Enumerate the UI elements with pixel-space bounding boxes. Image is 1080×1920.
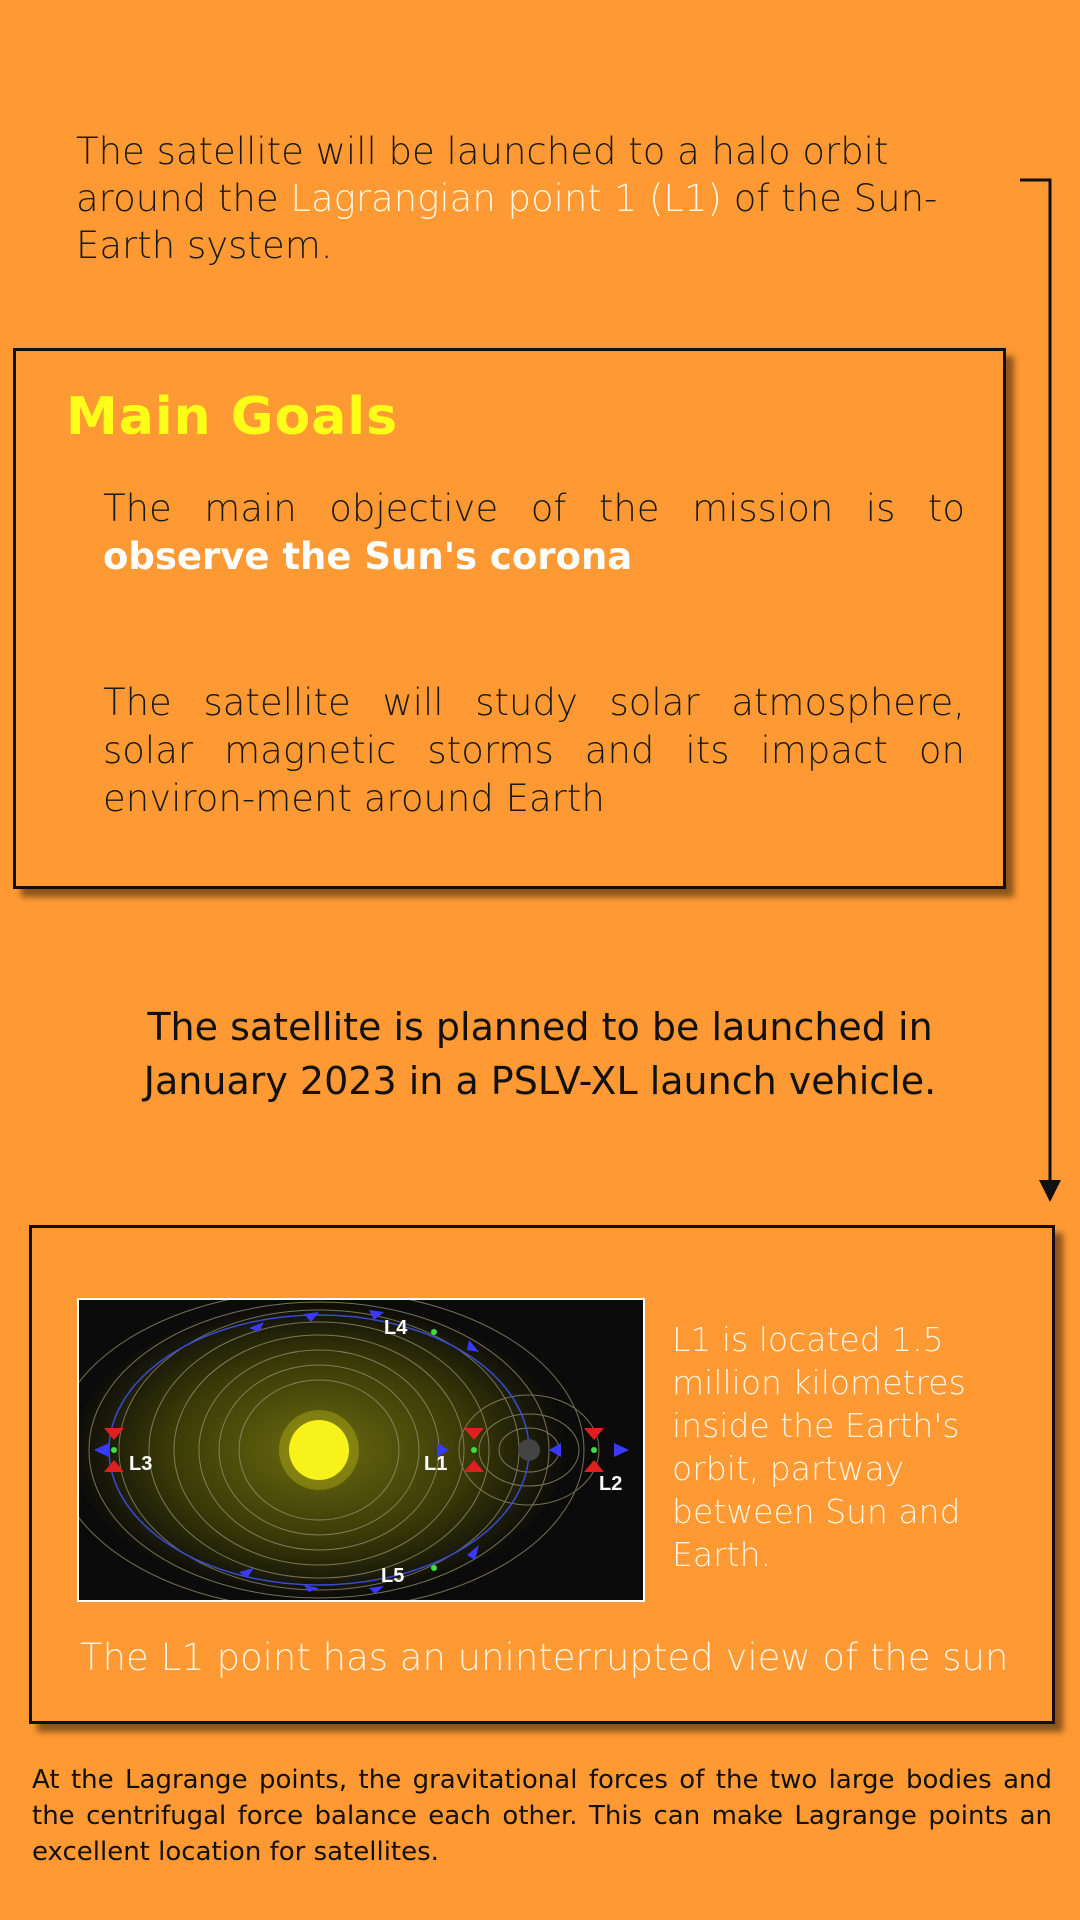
label-l4: L4 bbox=[384, 1317, 408, 1339]
label-l3: L3 bbox=[129, 1453, 152, 1475]
label-l1: L1 bbox=[424, 1453, 447, 1475]
objective-prefix: The main objective of the mission is to bbox=[103, 487, 965, 530]
l1-description: L1 is located 1.5 million kilometres ins… bbox=[672, 1320, 966, 1574]
objective-text: The main objective of the mission is to … bbox=[103, 485, 965, 581]
main-goals-box: Main Goals The main objective of the mis… bbox=[13, 348, 1006, 889]
sun-icon bbox=[289, 1420, 349, 1480]
lagrange-diagram: L4 L3 L1 L2 L5 bbox=[77, 1298, 645, 1602]
lagrange-box: L4 L3 L1 L2 L5 L1 is located 1.5 million… bbox=[29, 1225, 1055, 1724]
label-l2: L2 bbox=[599, 1473, 622, 1495]
footer-note: At the Lagrange points, the gravitationa… bbox=[32, 1765, 1052, 1867]
intro-text: The satellite will be launched to a halo… bbox=[76, 128, 1016, 269]
intro-text-end: of the Sun-Earth system. bbox=[76, 177, 938, 267]
intro-text-start: The satellite will be launched to a halo… bbox=[76, 130, 889, 220]
lagrangian-point-highlight: Lagrangian point 1 (L1) bbox=[290, 177, 722, 220]
objective-bold: observe the Sun's corona bbox=[103, 535, 633, 578]
launch-line-1: The satellite is planned to be launched … bbox=[147, 1005, 933, 1049]
study-text: The satellite will study solar atmospher… bbox=[103, 681, 965, 820]
label-l5: L5 bbox=[381, 1565, 404, 1587]
launch-line-2: January 2023 in a PSLV-XL launch vehicle… bbox=[143, 1059, 937, 1103]
l1-view-text: The L1 point has an uninterrupted view o… bbox=[80, 1636, 1009, 1679]
launch-info: The satellite is planned to be launched … bbox=[0, 1000, 1080, 1108]
earth-icon bbox=[518, 1439, 540, 1461]
main-goals-title: Main Goals bbox=[66, 387, 399, 447]
